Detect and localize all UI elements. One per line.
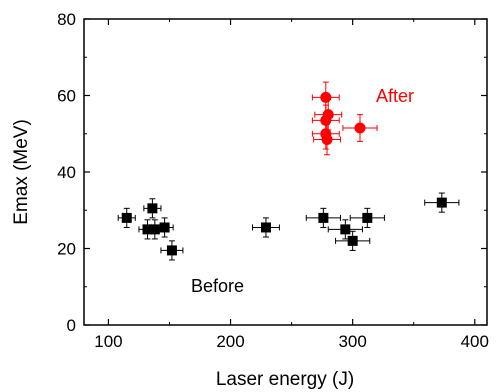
data-point: [159, 222, 170, 233]
data-point: [318, 212, 329, 223]
x-tick-label: 200: [216, 332, 244, 351]
y-tick-label: 60: [57, 87, 76, 106]
x-tick-label: 400: [461, 332, 489, 351]
series-0: [117, 192, 460, 261]
data-point: [347, 235, 358, 246]
data-point: [340, 224, 351, 235]
y-tick-label: 0: [67, 316, 76, 335]
y-tick-label: 80: [57, 10, 76, 29]
data-point: [321, 133, 333, 145]
data-point: [320, 91, 332, 103]
y-axis-label: Emax (MeV): [11, 119, 32, 225]
data-point: [166, 245, 177, 256]
series-1: [311, 81, 378, 156]
data-point: [354, 122, 366, 134]
data-point: [147, 203, 158, 214]
data-point: [362, 212, 373, 223]
annotation-after: After: [376, 86, 414, 106]
data-point: [149, 224, 160, 235]
x-tick-label: 100: [94, 332, 122, 351]
y-tick-label: 40: [57, 163, 76, 182]
data-point: [260, 222, 271, 233]
data-marks: [117, 81, 460, 261]
data-point: [121, 212, 132, 223]
plot-frame: [83, 18, 488, 326]
axis-ticks: 100 200 300 400 0 20 40 60 80: [57, 10, 489, 351]
x-axis-label: Laser energy (J): [216, 369, 354, 390]
x-tick-label: 300: [338, 332, 366, 351]
y-tick-label: 20: [57, 240, 76, 259]
annotation-before: Before: [191, 276, 244, 296]
data-point: [436, 197, 447, 208]
